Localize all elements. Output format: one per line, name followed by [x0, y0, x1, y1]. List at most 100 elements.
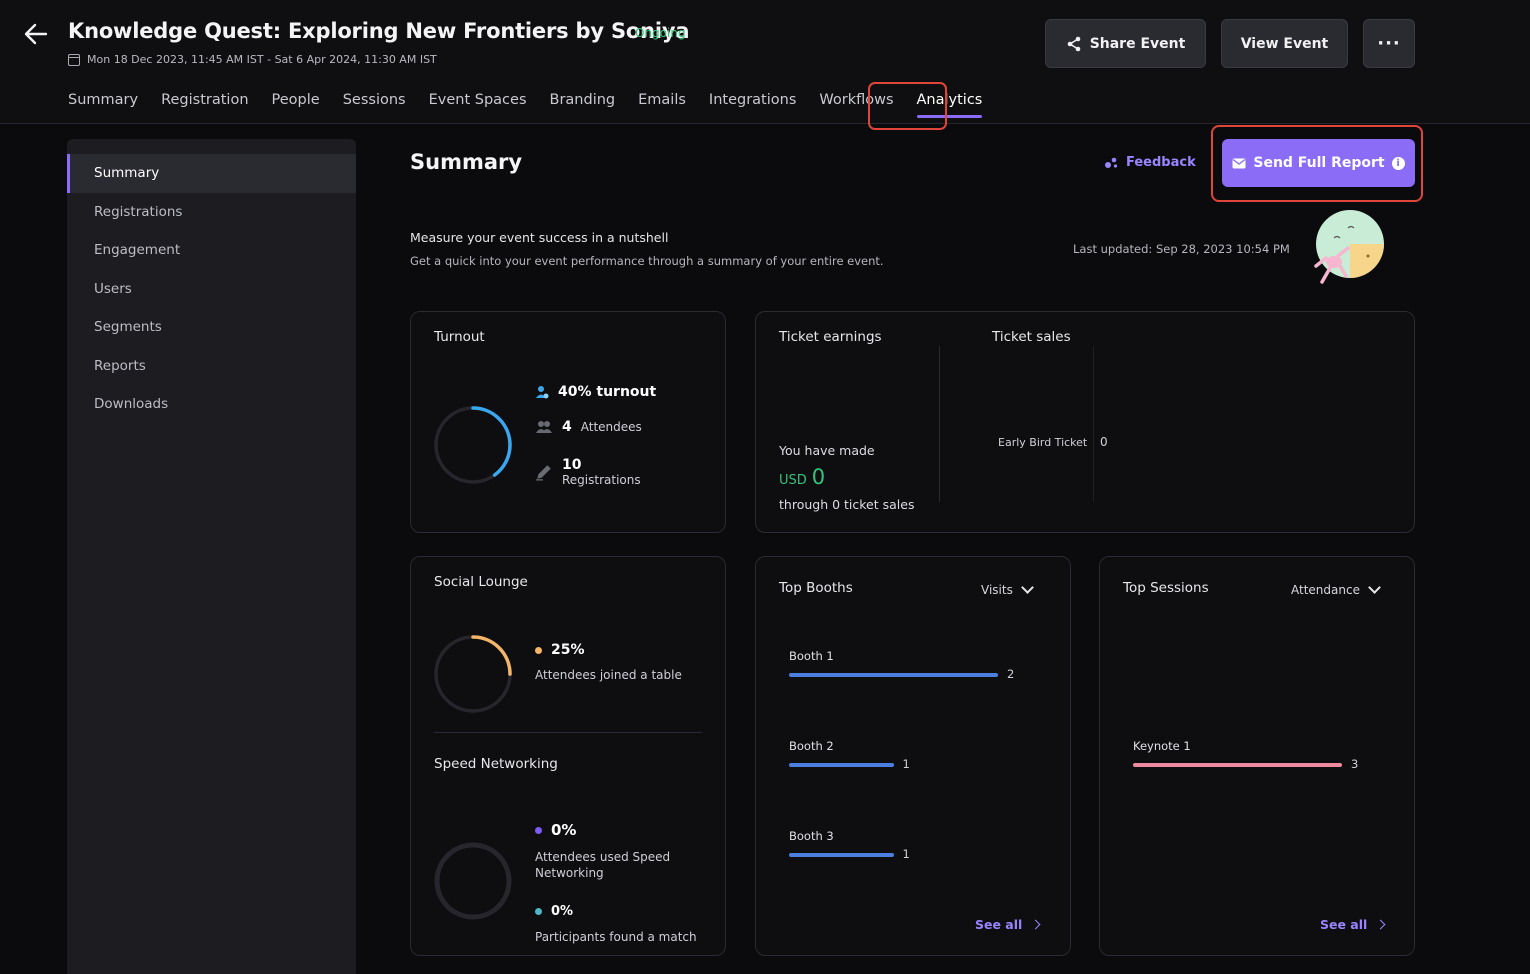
- event-header: Knowledge Quest: Exploring New Frontiers…: [0, 0, 1530, 124]
- lounge-percent-row: 25%: [535, 642, 585, 658]
- status-badge: Ongoing: [635, 26, 686, 40]
- top-sessions-title: Top Sessions: [1123, 580, 1209, 596]
- top-booths-title: Top Booths: [779, 580, 853, 596]
- sidebar-item-users[interactable]: Users: [94, 280, 132, 297]
- calendar-icon: [68, 53, 80, 66]
- tab-registration[interactable]: Registration: [161, 92, 249, 108]
- share-event-label: Share Event: [1089, 35, 1186, 52]
- chevron-down-icon: [1020, 581, 1034, 594]
- speed-match-desc: Participants found a match: [535, 930, 697, 944]
- booth-bar: [789, 763, 894, 767]
- lounge-card: Social Lounge 25% Attendees joined a tab…: [410, 556, 726, 956]
- ticket-through-label: through 0 ticket sales: [779, 497, 915, 512]
- booths-see-all-label: See all: [975, 917, 1023, 932]
- booth-bar-value: 1: [902, 757, 910, 771]
- event-dates-text: Mon 18 Dec 2023, 11:45 AM IST - Sat 6 Ap…: [87, 53, 437, 66]
- booth-bar-value: 1: [902, 847, 910, 861]
- tab-emails[interactable]: Emails: [638, 92, 686, 108]
- session-bar-value: 3: [1351, 757, 1359, 771]
- speed-match-dot: [535, 908, 542, 915]
- feedback-label: Feedback: [1126, 155, 1196, 170]
- lounge-ring: [434, 635, 512, 713]
- view-event-button[interactable]: View Event: [1221, 19, 1348, 68]
- sidebar-item-segments[interactable]: Segments: [94, 319, 162, 336]
- lounge-dot: [535, 646, 542, 654]
- ticket-earnings-title: Ticket earnings: [779, 329, 882, 345]
- tickets-card: Ticket earnings You have made USD 0 thro…: [755, 311, 1415, 533]
- ticket-sales-axis: [1093, 346, 1094, 502]
- ticket-made-label: You have made: [779, 443, 875, 458]
- attendees-row: 4 Attendees: [535, 419, 642, 435]
- booths-dropdown-label: Visits: [981, 583, 1013, 597]
- speed-used-desc-line2: Networking: [535, 866, 604, 880]
- chevron-right-icon: [1375, 919, 1386, 930]
- attendees-label: Attendees: [580, 420, 642, 434]
- ticket-currency: USD: [779, 473, 807, 488]
- speed-used-dot: [535, 826, 542, 834]
- attendees-count: 4: [562, 419, 572, 435]
- sidebar-item-downloads[interactable]: Downloads: [94, 396, 169, 413]
- speed-used-percent: 0%: [551, 821, 577, 839]
- ticket-sales-row-value: 0: [1100, 435, 1108, 449]
- more-icon: ···: [1377, 33, 1401, 54]
- session-bar: [1133, 763, 1342, 767]
- sidebar-item-summary[interactable]: Summary: [67, 154, 356, 193]
- turnout-percent: 40% turnout: [558, 384, 657, 400]
- top-sessions-card: Top Sessions Attendance Keynote 1 3 See a…: [1099, 556, 1415, 956]
- booth-bar-label: Booth 3: [789, 829, 834, 843]
- speed-used-desc-line1: Attendees used Speed: [535, 850, 671, 864]
- page-title: Summary: [410, 150, 523, 174]
- lounge-divider: [434, 732, 702, 733]
- send-full-report-label: Send Full Report: [1253, 155, 1385, 171]
- tab-summary[interactable]: Summary: [68, 92, 139, 108]
- event-tabs: Summary Registration People Sessions Event S…: [68, 92, 1005, 118]
- tab-integrations[interactable]: Integrations: [708, 92, 797, 108]
- turnout-ring: [434, 406, 512, 484]
- feedback-link[interactable]: Feedback: [1104, 155, 1196, 170]
- speed-match-percent: 0%: [551, 904, 574, 919]
- top-booths-card: Top Booths Visits Booth 1 2 Booth 2 1 Booth …: [755, 556, 1071, 956]
- speed-used-desc: Attendees used Speed Networking: [535, 849, 670, 881]
- booths-see-all-link[interactable]: See all: [975, 917, 1041, 932]
- booth-bar-label: Booth 1: [789, 649, 834, 663]
- tab-people[interactable]: People: [271, 92, 320, 108]
- tab-branding[interactable]: Branding: [549, 92, 616, 108]
- sidebar-item-engagement[interactable]: Engagement: [94, 242, 181, 259]
- booths-metric-dropdown[interactable]: Visits: [981, 581, 1034, 597]
- feedback-icon: [1105, 157, 1118, 168]
- mail-icon: [1232, 158, 1246, 168]
- sidebar-item-reports[interactable]: Reports: [94, 357, 146, 374]
- sessions-metric-dropdown[interactable]: Attendance: [1291, 581, 1381, 597]
- more-options-button[interactable]: ···: [1363, 19, 1415, 68]
- turnout-card: Turnout 40% turnout 4 Attendees 10 Regis…: [410, 311, 726, 533]
- ticket-amount: 0: [811, 465, 826, 489]
- sessions-see-all-link[interactable]: See all: [1320, 917, 1386, 932]
- tab-sessions[interactable]: Sessions: [342, 92, 406, 108]
- event-dates: Mon 18 Dec 2023, 11:45 AM IST - Sat 6 Ap…: [68, 53, 437, 66]
- send-full-report-button[interactable]: Send Full Report i: [1222, 139, 1415, 187]
- view-event-label: View Event: [1240, 35, 1329, 52]
- back-arrow-icon[interactable]: [22, 20, 50, 48]
- intro-title: Measure your event success in a nutshell: [410, 230, 669, 245]
- sidebar-item-registrations[interactable]: Registrations: [94, 203, 183, 220]
- booth-bar: [789, 673, 998, 677]
- lounge-percent: 25%: [551, 642, 585, 658]
- tab-workflows[interactable]: Workflows: [819, 92, 894, 108]
- last-updated: Last updated: Sep 28, 2023 10:54 PM: [1073, 242, 1290, 256]
- registrations-row: 10 Registrations: [535, 457, 641, 487]
- share-event-button[interactable]: Share Event: [1045, 19, 1206, 68]
- pencil-icon: [536, 465, 551, 481]
- chevron-right-icon: [1030, 919, 1041, 930]
- user-check-icon: [536, 386, 549, 399]
- session-bar-label: Keynote 1: [1133, 739, 1191, 753]
- analytics-sidebar: Summary Registrations Engagement Users Segme…: [67, 139, 356, 974]
- turnout-percent-row: 40% turnout: [535, 384, 656, 400]
- ticket-sales-row-name: Early Bird Ticket: [998, 436, 1088, 449]
- ticket-amount-row: USD 0: [779, 465, 825, 489]
- tab-analytics[interactable]: Analytics: [916, 92, 982, 118]
- event-title: Knowledge Quest: Exploring New Frontiers…: [68, 19, 690, 43]
- tab-event-spaces[interactable]: Event Spaces: [428, 92, 527, 108]
- sessions-see-all-label: See all: [1320, 917, 1368, 932]
- registrations-label: Registrations: [562, 473, 641, 487]
- speed-used-row: 0%: [535, 821, 576, 839]
